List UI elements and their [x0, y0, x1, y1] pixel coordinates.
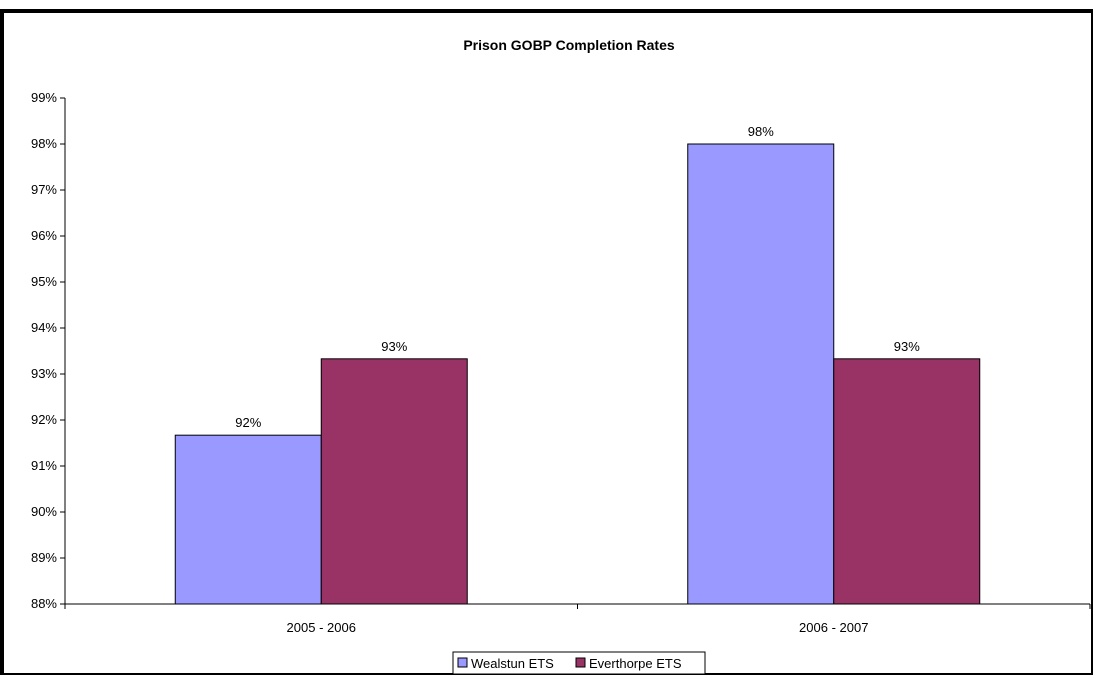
bars [174, 143, 981, 605]
y-tick-label: 89% [31, 550, 57, 565]
y-tick-label: 94% [31, 320, 57, 335]
legend-swatch-everthorpe [575, 657, 586, 668]
y-tick-label: 99% [31, 90, 57, 105]
legend-label-everthorpe: Everthorpe ETS [589, 656, 682, 671]
bar [320, 358, 468, 605]
data-label: 93% [381, 339, 407, 354]
data-label: 98% [748, 124, 774, 139]
legend-label-wealstun: Wealstun ETS [471, 656, 554, 671]
legend-swatch-wealstun [457, 657, 468, 668]
y-tick-label: 98% [31, 136, 57, 151]
y-tick-label: 93% [31, 366, 57, 381]
data-labels: 92% 93% 98% 93% [235, 124, 920, 430]
y-tick-label: 90% [31, 504, 57, 519]
bar [687, 143, 835, 605]
bar [833, 358, 981, 605]
y-tick-label: 88% [31, 596, 57, 611]
bar [174, 434, 322, 605]
y-tick-label: 92% [31, 412, 57, 427]
y-tick-label: 97% [31, 182, 57, 197]
chart-title: Prison GOBP Completion Rates [463, 37, 675, 53]
x-tick-label: 2006 - 2007 [799, 620, 868, 635]
data-label: 92% [235, 415, 261, 430]
data-label: 93% [894, 339, 920, 354]
y-tick-label: 96% [31, 228, 57, 243]
y-tick-label: 95% [31, 274, 57, 289]
legend: Wealstun ETS Everthorpe ETS [452, 651, 706, 675]
y-tick-label: 91% [31, 458, 57, 473]
x-tick-label: 2005 - 2006 [287, 620, 356, 635]
